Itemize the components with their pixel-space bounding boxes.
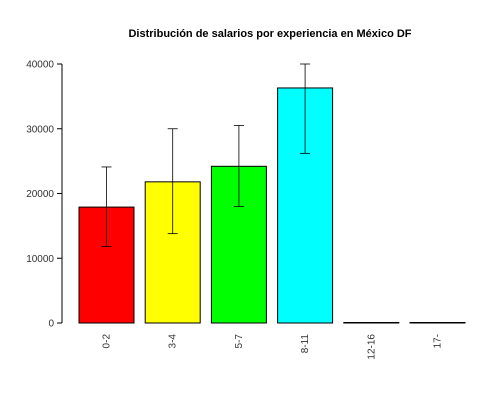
- x-axis-labels: 0-2 3-4 5-7 8-11 12-16 17-: [102, 334, 444, 360]
- error-bar-0-2: [101, 166, 112, 247]
- y-axis: 0 10000 20000 30000 40000: [26, 60, 63, 330]
- x-tick-label: 5-7: [234, 334, 245, 349]
- error-bar-5-7: [233, 125, 244, 207]
- error-bar-3-4: [167, 128, 178, 235]
- y-tick-label: 20000: [26, 189, 54, 200]
- error-bars: [101, 63, 311, 247]
- bar-12-16: [343, 322, 400, 324]
- x-tick-label: 8-11: [300, 334, 311, 354]
- y-tick-label: 10000: [26, 254, 54, 265]
- bars: [78, 87, 466, 324]
- y-tick-label: 30000: [26, 124, 54, 135]
- y-tick-label: 40000: [26, 60, 54, 71]
- x-tick-label: 17-: [433, 334, 444, 348]
- y-tick-label: 0: [48, 319, 54, 330]
- x-tick-label: 3-4: [168, 334, 179, 349]
- x-tick-label: 12-16: [366, 334, 377, 360]
- chart-title: Distribución de salarios por experiencia…: [128, 28, 411, 40]
- error-bar-8-11: [300, 63, 311, 154]
- x-tick-label: 0-2: [102, 334, 113, 349]
- bar-17-: [409, 322, 466, 324]
